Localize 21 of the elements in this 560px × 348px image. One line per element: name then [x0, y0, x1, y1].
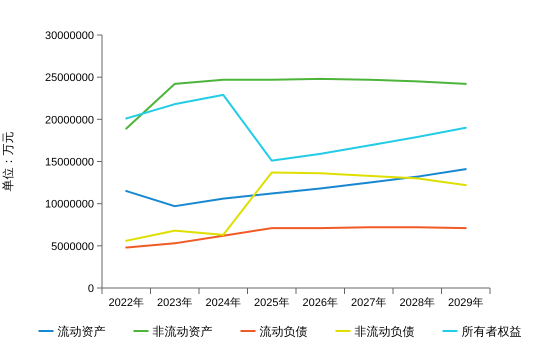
legend-label: 非流动资产: [152, 324, 212, 338]
x-tick-label: 2022年: [108, 297, 144, 309]
y-tick-label: 5000000: [51, 240, 94, 253]
y-tick-label: 25000000: [45, 72, 94, 84]
x-tick-label: 2026年: [302, 297, 338, 309]
legend-label: 非流动负债: [354, 324, 414, 338]
y-axis-title: 单位：万元: [1, 132, 15, 192]
x-tick-label: 2024年: [206, 297, 241, 309]
x-tick-label: 2025年: [254, 297, 290, 309]
x-tick-label: 2023年: [157, 297, 192, 309]
x-tick-label: 2028年: [400, 297, 435, 309]
legend-label: 流动负债: [260, 324, 308, 338]
legend-label: 所有者权益: [462, 324, 522, 338]
y-tick-label: 0: [88, 283, 94, 295]
x-tick-label: 2029年: [448, 297, 484, 309]
legend-label: 流动资产: [58, 324, 106, 338]
x-tick-label: 2027年: [351, 297, 386, 309]
y-tick-label: 20000000: [45, 114, 94, 126]
y-tick-label: 30000000: [45, 30, 94, 42]
y-tick-label: 15000000: [45, 156, 94, 168]
y-tick-label: 10000000: [45, 198, 94, 211]
